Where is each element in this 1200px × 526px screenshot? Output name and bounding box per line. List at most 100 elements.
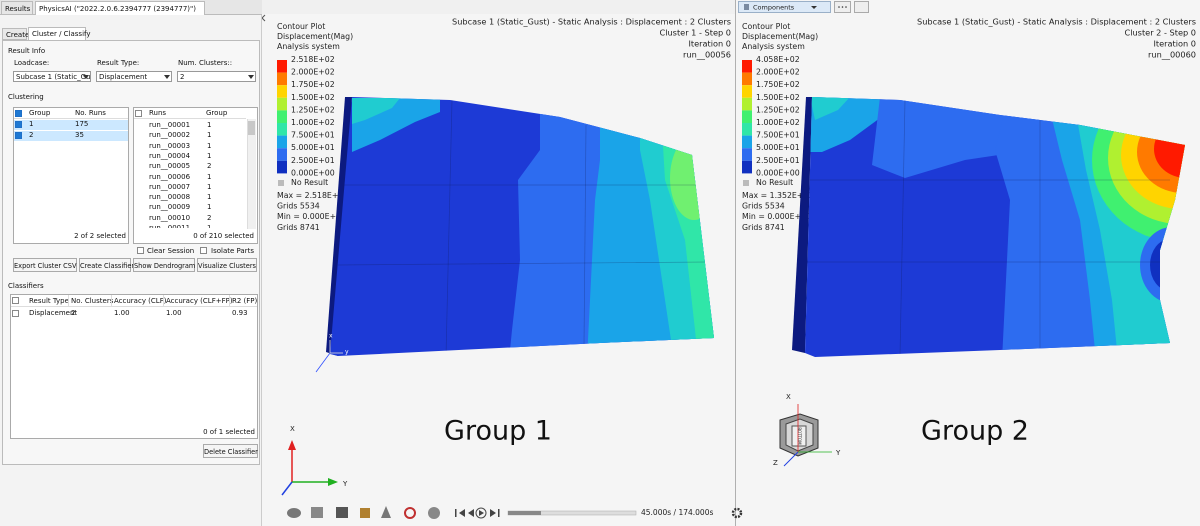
button[interactable]: Visualize Clusters <box>197 258 257 272</box>
column-header: Group <box>29 109 51 117</box>
pin-button[interactable] <box>854 1 869 13</box>
checkbox-checked[interactable] <box>15 132 22 139</box>
triad-label: X <box>786 393 791 401</box>
table-status: 0 of 210 selected <box>193 232 254 240</box>
legend-label: 0.000E+00 <box>291 168 335 177</box>
plot-system: Analysis system <box>277 42 340 51</box>
cell: run__00007 <box>149 182 191 191</box>
icon[interactable] <box>360 508 370 518</box>
dropdown[interactable]: Subcase 1 (Static_Gu <box>13 71 91 82</box>
table-status: 0 of 1 selected <box>203 428 255 436</box>
legend-band <box>277 110 287 123</box>
legend-label: 2.500E+01 <box>756 156 800 165</box>
cell: 1.00 <box>166 309 182 317</box>
table-header <box>134 108 246 119</box>
icon[interactable] <box>404 507 416 519</box>
view-cube[interactable] <box>779 404 832 467</box>
header-info: Iteration 0 <box>1153 39 1196 49</box>
dropdown[interactable]: Displacement <box>96 71 172 82</box>
legend-band <box>742 60 752 73</box>
icon[interactable] <box>428 507 440 519</box>
timeline-text: 45.000s / 174.000s <box>641 508 713 517</box>
plot-title: Contour Plot <box>742 22 790 31</box>
viewport-toolbar <box>738 1 869 13</box>
column-divider <box>163 295 164 307</box>
legend-band <box>742 110 752 123</box>
no-result-swatch <box>278 180 284 186</box>
legend-label: 1.500E+02 <box>756 93 800 102</box>
runs-clip: run__00001 1 run__00002 1 run__00003 1 run__00… <box>134 120 246 228</box>
no-result-swatch <box>743 180 749 186</box>
checkbox[interactable] <box>12 297 19 304</box>
stat: Grids 8741 <box>742 223 785 232</box>
checkbox-label: Isolate Parts <box>211 247 254 255</box>
cell: run__00009 <box>149 203 191 212</box>
legend-label: 7.500E+01 <box>756 131 800 140</box>
legend-label: 4.058E+02 <box>756 55 800 64</box>
header-info: Subcase 1 (Static_Gust) - Static Analysi… <box>917 17 1196 27</box>
legend-label: 1.750E+02 <box>756 80 800 89</box>
checkbox[interactable] <box>135 110 142 117</box>
cell: 2 <box>207 162 212 171</box>
dropdown-arrow <box>248 75 254 79</box>
settings-icon[interactable] <box>731 507 743 519</box>
cell: run__00010 <box>149 213 191 222</box>
legend-band <box>742 135 752 149</box>
checkbox[interactable] <box>200 247 207 254</box>
dropdown[interactable]: 2 <box>177 71 256 82</box>
legend-band <box>742 97 752 111</box>
checkbox-checked[interactable] <box>15 121 22 128</box>
header-info: Iteration 0 <box>688 39 731 49</box>
cell: 175 <box>75 120 89 128</box>
checkbox[interactable] <box>12 310 19 317</box>
section-label: Result Info <box>8 47 46 55</box>
column-header: Accuracy (CLF) <box>114 297 167 305</box>
column-header: Group <box>206 109 228 117</box>
playback-controls[interactable] <box>455 507 500 519</box>
checkbox[interactable] <box>137 247 144 254</box>
table-row-selected[interactable] <box>14 120 128 130</box>
group-label: Group 1 <box>444 416 552 447</box>
button[interactable]: Create Classifier <box>79 258 134 272</box>
scrollbar-thumb[interactable] <box>248 121 255 135</box>
table-row-selected[interactable] <box>14 131 128 141</box>
triad-label: Y <box>342 480 348 488</box>
icon[interactable] <box>381 506 391 518</box>
cell: run__00005 <box>149 162 191 171</box>
table-header <box>14 108 128 119</box>
legend-band <box>277 135 287 149</box>
cell: run__00003 <box>149 141 191 150</box>
components-label: Components <box>753 4 795 12</box>
sub-tab-active[interactable]: Cluster / Classify <box>28 27 91 40</box>
sub-tab[interactable]: Create <box>2 28 29 40</box>
button[interactable]: Show Dendrogram <box>133 258 195 272</box>
tab-active[interactable]: PhysicsAI ("2022.2.0.6.2394777 (2394777)… <box>35 1 205 15</box>
components-button[interactable] <box>738 1 831 13</box>
classifiers-table <box>10 294 258 439</box>
column-divider <box>111 295 112 307</box>
cell: 2 <box>207 213 212 222</box>
icon[interactable] <box>287 508 301 518</box>
legend-band <box>277 148 287 161</box>
header-info: Cluster 1 - Step 0 <box>660 28 732 38</box>
checkbox-checked[interactable] <box>15 110 22 117</box>
column-header: R2 (FP) <box>232 297 258 305</box>
section-label: Clustering <box>8 93 44 101</box>
bottom-toolbar <box>287 506 743 519</box>
legend-band <box>742 123 752 136</box>
legend-band <box>277 123 287 136</box>
field-label: Num. Clusters:: <box>178 59 233 67</box>
legend-band <box>277 72 287 86</box>
tab[interactable]: Results <box>1 1 33 15</box>
scrollbar[interactable] <box>247 119 256 229</box>
icon[interactable] <box>311 507 323 518</box>
close-icon[interactable] <box>262 14 266 22</box>
icon[interactable] <box>336 507 348 518</box>
table-header <box>11 295 257 307</box>
cell: 1 <box>207 182 212 191</box>
button[interactable]: Export Cluster CSV <box>13 258 77 272</box>
button[interactable]: Delete Classifier <box>203 444 258 458</box>
axis-label: y <box>345 349 349 356</box>
cell: 1.00 <box>114 309 130 317</box>
